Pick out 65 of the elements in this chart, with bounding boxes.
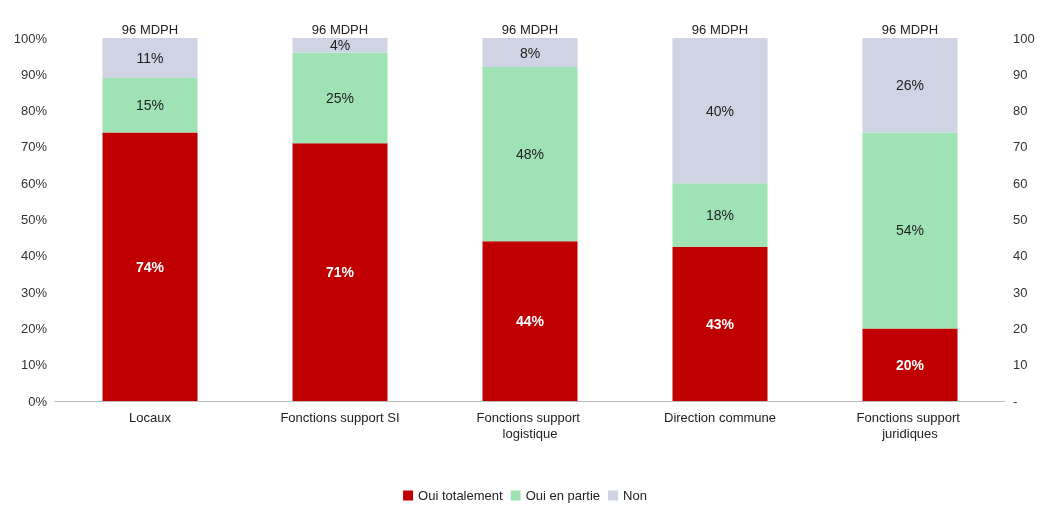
bar [672, 38, 768, 184]
y-tick-label: 30% [20, 284, 48, 300]
y-tick-label: 100% [13, 30, 48, 46]
y-tick-label: 80% [20, 103, 48, 119]
bar [862, 38, 958, 133]
y-tick-label: 90% [20, 66, 48, 82]
data-label: 26% [895, 77, 925, 94]
y2-tick-label: 70 [1013, 139, 1028, 155]
x-tick-label: Fonctions support juridiques [856, 409, 964, 441]
data-label: 15% [135, 97, 165, 114]
bar [292, 52, 388, 144]
bar [102, 77, 198, 133]
bar [862, 328, 958, 401]
x-tick-label: Fonctions support logistique [476, 409, 584, 441]
y-tick-label: 60% [20, 175, 48, 191]
data-label: 74% [135, 258, 165, 275]
legend-label: Oui totalement [418, 488, 504, 503]
y2-tick-label: 30 [1013, 284, 1028, 300]
y-tick-label: 40% [20, 248, 48, 264]
legend-label: Oui en partie [525, 488, 601, 503]
y2-tick-label: 90 [1013, 66, 1028, 82]
annotation: 96 MDPH [311, 22, 369, 37]
annotation: 96 MDPH [121, 22, 179, 37]
y2-tick-label: 80 [1013, 103, 1028, 119]
data-label: 54% [895, 222, 925, 239]
y-tick-label: 10% [20, 357, 48, 373]
data-label: 48% [515, 146, 545, 163]
bar [102, 132, 198, 401]
data-label: 40% [705, 102, 735, 119]
bar [102, 38, 198, 78]
y-tick-label: 20% [20, 320, 48, 336]
y2-tick-label: 40 [1013, 248, 1028, 264]
bar [672, 246, 768, 401]
bar [292, 38, 388, 53]
bar [672, 183, 768, 247]
y2-tick-label: 100 [1013, 30, 1035, 46]
y2-tick-label: - [1013, 393, 1018, 409]
bar [482, 67, 578, 242]
x-tick-label: Direction commune [664, 409, 776, 425]
bar [862, 132, 958, 329]
y-tick-label: 0% [28, 393, 48, 409]
legend-label: Non [623, 488, 647, 503]
bar [292, 143, 388, 401]
annotation: 96 MDPH [691, 22, 749, 37]
data-label: 8% [519, 44, 541, 61]
bar [482, 241, 578, 401]
data-label: 4% [329, 37, 351, 54]
data-label: 18% [705, 206, 735, 223]
y2-tick-label: 20 [1013, 320, 1028, 336]
y2-tick-label: 10 [1013, 357, 1028, 373]
annotation: 96 MDPH [881, 22, 939, 37]
x-tick-label: Locaux [129, 409, 172, 425]
y-tick-label: 50% [20, 212, 48, 227]
data-label: 44% [515, 313, 545, 330]
data-label: 25% [325, 89, 355, 106]
data-label: 11% [136, 49, 164, 66]
bar [482, 38, 578, 68]
data-label: 71% [325, 264, 355, 281]
annotation: 96 MDPH [501, 22, 559, 37]
data-label: 20% [895, 356, 925, 373]
y2-tick-label: 50 [1013, 212, 1028, 227]
data-label: 43% [705, 315, 735, 332]
y2-tick-label: 60 [1013, 175, 1028, 191]
x-tick-label: Fonctions support SI [280, 409, 400, 425]
y-tick-label: 70% [20, 139, 48, 155]
